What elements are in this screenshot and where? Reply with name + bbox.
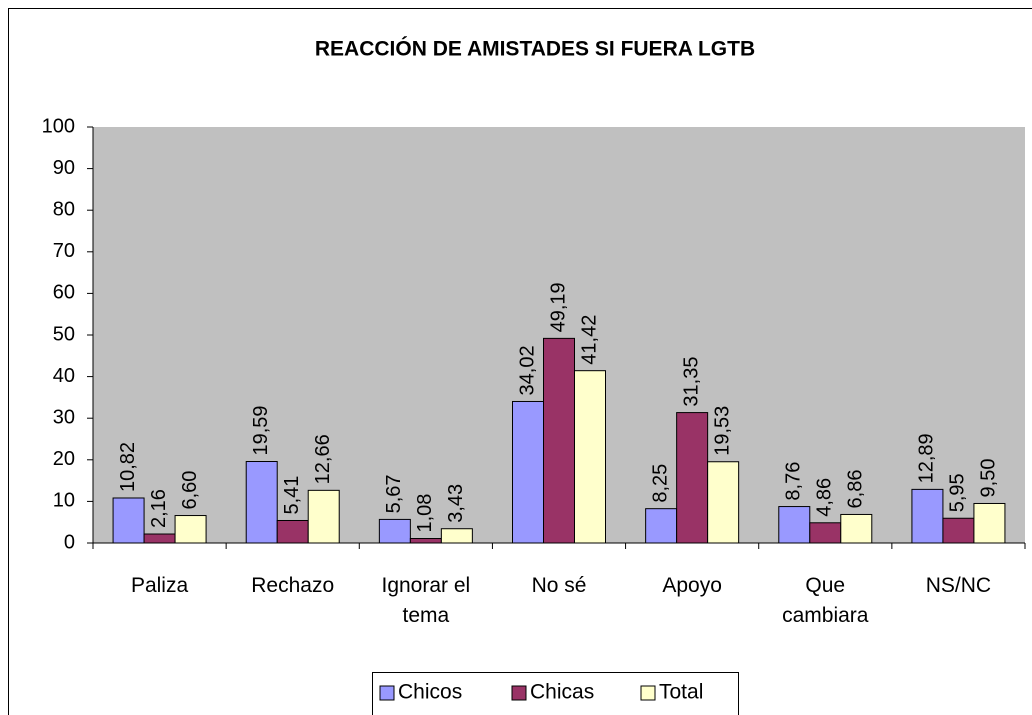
y-tick-label: 90 — [53, 157, 75, 179]
bar — [307, 489, 340, 544]
y-tick-label: 10 — [53, 490, 75, 512]
legend-label: Total — [659, 681, 703, 704]
bar — [840, 513, 873, 544]
y-tick-label: 30 — [53, 406, 75, 428]
value-label: 19,59 — [250, 405, 272, 455]
bar — [174, 515, 207, 544]
bar — [942, 517, 975, 544]
value-label: 3,43 — [445, 484, 467, 523]
bar — [378, 518, 411, 544]
value-label: 41,42 — [578, 315, 600, 365]
value-label: 31,35 — [680, 357, 702, 407]
value-label: 12,89 — [916, 433, 938, 483]
value-label: 5,95 — [947, 473, 969, 512]
value-label: 6,86 — [845, 470, 867, 509]
y-tick-label: 60 — [53, 282, 75, 304]
y-tick-label: 100 — [42, 115, 75, 137]
value-label: 2,16 — [148, 489, 170, 528]
value-label: 34,02 — [516, 345, 538, 395]
bar — [911, 488, 944, 544]
bar — [245, 461, 278, 544]
x-tick-label: Rechazo — [251, 574, 335, 597]
bar — [707, 461, 740, 544]
y-tick-label: 40 — [53, 365, 75, 387]
value-label: 8,25 — [649, 464, 671, 503]
value-label: 5,67 — [383, 474, 405, 513]
bar — [276, 519, 309, 544]
chart-title: REACCIÓN DE AMISTADES SI FUERA LGTB — [315, 37, 755, 61]
chart-border — [8, 8, 1032, 715]
x-tick-label: Ignorar el tema — [381, 574, 471, 627]
value-label: 49,19 — [547, 282, 569, 332]
bar — [809, 522, 842, 544]
y-tick-label: 50 — [53, 323, 75, 345]
value-label: 8,76 — [783, 462, 805, 501]
bar — [778, 506, 811, 544]
bar — [409, 538, 442, 544]
y-tick-label: 80 — [53, 198, 75, 220]
bar — [512, 400, 544, 544]
value-label: 6,60 — [179, 471, 201, 510]
legend-swatch — [511, 685, 527, 701]
value-label: 12,66 — [312, 434, 334, 484]
bar — [574, 370, 606, 544]
value-label: 19,53 — [711, 406, 733, 456]
bar — [112, 497, 145, 544]
x-tick-label: No sé — [531, 574, 587, 597]
legend-label: Chicas — [530, 681, 594, 704]
y-tick-label: 70 — [53, 240, 75, 262]
bar — [143, 533, 176, 544]
value-label: 4,86 — [814, 478, 836, 517]
bar — [440, 528, 473, 544]
bar — [676, 412, 709, 544]
x-tick-label: NS/NC — [925, 574, 992, 597]
legend-label: Chicos — [398, 681, 462, 704]
value-label: 9,50 — [978, 459, 1000, 498]
bar — [973, 502, 1006, 544]
value-label: 5,41 — [281, 476, 303, 515]
value-label: 1,08 — [414, 494, 436, 533]
legend-swatch — [379, 685, 395, 701]
bar — [645, 508, 678, 544]
legend-box — [372, 672, 739, 715]
x-tick-label: Apoyo — [662, 574, 722, 597]
bar — [543, 337, 575, 544]
legend-swatch — [640, 685, 656, 701]
x-tick-label: Que cambiara — [782, 574, 869, 627]
y-tick-label: 0 — [64, 531, 75, 553]
x-tick-label: Paliza — [130, 574, 189, 597]
value-label: 10,82 — [117, 442, 139, 492]
y-tick-label: 20 — [53, 448, 75, 470]
